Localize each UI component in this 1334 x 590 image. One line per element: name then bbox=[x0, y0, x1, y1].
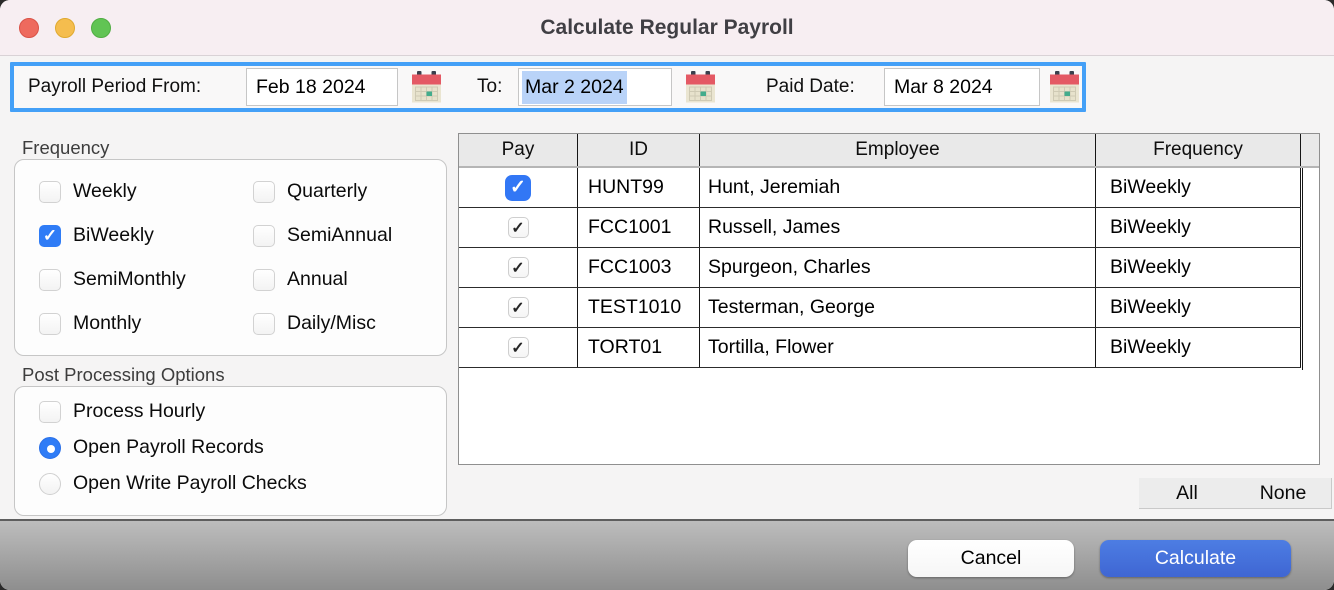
open-payroll-records-option[interactable]: Open Payroll Records bbox=[39, 436, 264, 459]
table-right-gutter bbox=[1302, 168, 1319, 370]
select-none-button[interactable]: None bbox=[1259, 481, 1307, 504]
weekly-checkbox[interactable] bbox=[39, 180, 61, 203]
table-row[interactable]: TORT01 Tortilla, Flower BiWeekly bbox=[459, 328, 1301, 368]
paid-date-label: Paid Date: bbox=[766, 76, 855, 97]
cell-frequency: BiWeekly bbox=[1096, 328, 1301, 367]
open-write-payroll-checks-radio[interactable] bbox=[39, 472, 61, 495]
open-payroll-records-radio[interactable] bbox=[39, 436, 61, 459]
pay-checkbox[interactable] bbox=[505, 174, 531, 201]
cell-id: FCC1001 bbox=[578, 208, 700, 247]
weekly-label: Weekly bbox=[73, 180, 137, 202]
cell-id: TEST1010 bbox=[578, 288, 700, 327]
traffic-lights bbox=[19, 18, 111, 38]
period-to-calendar-icon[interactable] bbox=[686, 71, 715, 108]
quarterly-checkbox[interactable] bbox=[253, 180, 275, 203]
cell-id: FCC1003 bbox=[578, 248, 700, 287]
table-row[interactable]: FCC1001 Russell, James BiWeekly bbox=[459, 208, 1301, 248]
frequency-group-box: Weekly BiWeekly SemiMonthly Monthly Quar… bbox=[14, 159, 447, 356]
footer-bar: Cancel Calculate bbox=[0, 519, 1334, 590]
payroll-period-bar: Payroll Period From: Feb 18 2024 To: Mar… bbox=[10, 62, 1086, 112]
open-payroll-records-label: Open Payroll Records bbox=[73, 436, 264, 458]
window-title: Calculate Regular Payroll bbox=[540, 15, 794, 39]
table-row[interactable]: FCC1003 Spurgeon, Charles BiWeekly bbox=[459, 248, 1301, 288]
minimize-button[interactable] bbox=[55, 18, 75, 38]
frequency-option-monthly[interactable]: Monthly bbox=[39, 312, 141, 335]
biweekly-label: BiWeekly bbox=[73, 224, 154, 246]
column-header-frequency[interactable]: Frequency bbox=[1096, 134, 1301, 166]
cell-frequency: BiWeekly bbox=[1096, 168, 1301, 207]
column-header-employee[interactable]: Employee bbox=[700, 134, 1096, 166]
daily-misc-checkbox[interactable] bbox=[253, 312, 275, 335]
pay-checkbox[interactable] bbox=[507, 257, 529, 278]
period-from-value: Feb 18 2024 bbox=[256, 75, 366, 98]
cell-employee: Hunt, Jeremiah bbox=[700, 168, 1096, 207]
daily-misc-label: Daily/Misc bbox=[287, 312, 376, 334]
quarterly-label: Quarterly bbox=[287, 180, 368, 202]
cell-id: HUNT99 bbox=[578, 168, 700, 207]
employee-table: Pay ID Employee Frequency HUNT99 Hunt, J… bbox=[458, 133, 1320, 465]
pay-checkbox[interactable] bbox=[507, 297, 529, 318]
paid-date-input[interactable]: Mar 8 2024 bbox=[884, 68, 1040, 106]
cell-id: TORT01 bbox=[578, 328, 700, 367]
cell-employee: Tortilla, Flower bbox=[700, 328, 1096, 367]
select-all-button[interactable]: All bbox=[1176, 481, 1198, 504]
column-header-pay[interactable]: Pay bbox=[459, 134, 578, 166]
close-button[interactable] bbox=[19, 18, 39, 38]
period-from-input[interactable]: Feb 18 2024 bbox=[246, 68, 398, 106]
period-to-value-selected: Mar 2 2024 bbox=[522, 70, 627, 104]
annual-checkbox[interactable] bbox=[253, 268, 275, 291]
period-to-label: To: bbox=[477, 76, 503, 97]
process-hourly-label: Process Hourly bbox=[73, 400, 206, 422]
monthly-label: Monthly bbox=[73, 312, 142, 334]
annual-label: Annual bbox=[287, 268, 348, 290]
frequency-option-semiannual[interactable]: SemiAnnual bbox=[253, 224, 392, 247]
monthly-checkbox[interactable] bbox=[39, 312, 61, 335]
payroll-period-from-label: Payroll Period From: bbox=[28, 76, 202, 97]
frequency-option-quarterly[interactable]: Quarterly bbox=[253, 180, 367, 203]
column-header-id[interactable]: ID bbox=[578, 134, 700, 166]
cell-employee: Spurgeon, Charles bbox=[700, 248, 1096, 287]
frequency-option-biweekly[interactable]: BiWeekly bbox=[39, 224, 154, 247]
semiannual-checkbox[interactable] bbox=[253, 224, 275, 247]
selection-button-bar: All None bbox=[1139, 478, 1332, 509]
process-hourly-option[interactable]: Process Hourly bbox=[39, 400, 205, 423]
table-row[interactable]: HUNT99 Hunt, Jeremiah BiWeekly bbox=[459, 168, 1301, 208]
table-row[interactable]: TEST1010 Testerman, George BiWeekly bbox=[459, 288, 1301, 328]
cancel-button[interactable]: Cancel bbox=[908, 540, 1074, 577]
titlebar: Calculate Regular Payroll bbox=[0, 0, 1334, 56]
column-header-spacer bbox=[1301, 134, 1318, 166]
frequency-option-daily-misc[interactable]: Daily/Misc bbox=[253, 312, 376, 335]
post-processing-group-label: Post Processing Options bbox=[22, 364, 225, 385]
zoom-button[interactable] bbox=[91, 18, 111, 38]
cell-frequency: BiWeekly bbox=[1096, 288, 1301, 327]
frequency-option-annual[interactable]: Annual bbox=[253, 268, 348, 291]
post-processing-group-box: Process Hourly Open Payroll Records Open… bbox=[14, 386, 447, 516]
cell-frequency: BiWeekly bbox=[1096, 248, 1301, 287]
calculate-button[interactable]: Calculate bbox=[1100, 540, 1291, 577]
process-hourly-checkbox[interactable] bbox=[39, 400, 61, 423]
cell-employee: Russell, James bbox=[700, 208, 1096, 247]
period-to-input[interactable]: Mar 2 2024 bbox=[518, 68, 672, 106]
open-write-payroll-checks-label: Open Write Payroll Checks bbox=[73, 472, 307, 494]
paid-date-value: Mar 8 2024 bbox=[894, 75, 993, 98]
paid-date-calendar-icon[interactable] bbox=[1050, 71, 1079, 108]
biweekly-checkbox[interactable] bbox=[39, 224, 61, 247]
semimonthly-label: SemiMonthly bbox=[73, 268, 186, 290]
semimonthly-checkbox[interactable] bbox=[39, 268, 61, 291]
period-from-calendar-icon[interactable] bbox=[412, 71, 441, 108]
frequency-group-label: Frequency bbox=[22, 137, 110, 158]
cell-frequency: BiWeekly bbox=[1096, 208, 1301, 247]
semiannual-label: SemiAnnual bbox=[287, 224, 393, 246]
cell-employee: Testerman, George bbox=[700, 288, 1096, 327]
employee-table-header: Pay ID Employee Frequency bbox=[459, 134, 1319, 168]
frequency-option-semimonthly[interactable]: SemiMonthly bbox=[39, 268, 186, 291]
pay-checkbox[interactable] bbox=[507, 217, 529, 238]
pay-checkbox[interactable] bbox=[507, 337, 529, 358]
open-write-payroll-checks-option[interactable]: Open Write Payroll Checks bbox=[39, 472, 307, 495]
frequency-option-weekly[interactable]: Weekly bbox=[39, 180, 137, 203]
